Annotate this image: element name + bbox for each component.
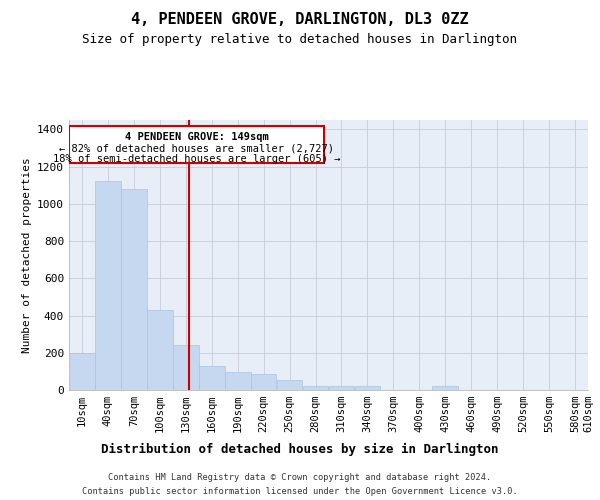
Y-axis label: Number of detached properties: Number of detached properties — [22, 157, 32, 353]
FancyBboxPatch shape — [70, 126, 324, 163]
Bar — [173, 346, 199, 390]
Text: Contains public sector information licensed under the Open Government Licence v3: Contains public sector information licen… — [82, 488, 518, 496]
Bar — [199, 366, 224, 390]
Text: 4 PENDEEN GROVE: 149sqm: 4 PENDEEN GROVE: 149sqm — [125, 132, 269, 142]
Text: Distribution of detached houses by size in Darlington: Distribution of detached houses by size … — [101, 442, 499, 456]
Bar — [251, 374, 277, 390]
Text: Size of property relative to detached houses in Darlington: Size of property relative to detached ho… — [83, 32, 517, 46]
Text: 18% of semi-detached houses are larger (605) →: 18% of semi-detached houses are larger (… — [53, 154, 341, 164]
Bar — [302, 386, 328, 390]
Bar — [147, 310, 173, 390]
Text: 4, PENDEEN GROVE, DARLINGTON, DL3 0ZZ: 4, PENDEEN GROVE, DARLINGTON, DL3 0ZZ — [131, 12, 469, 28]
Bar — [121, 189, 147, 390]
Bar — [329, 386, 355, 390]
Bar — [225, 372, 251, 390]
Bar — [69, 353, 95, 390]
Bar — [355, 386, 380, 390]
Bar — [433, 386, 458, 390]
Bar — [95, 182, 121, 390]
Bar — [277, 380, 302, 390]
Text: ← 82% of detached houses are smaller (2,727): ← 82% of detached houses are smaller (2,… — [59, 143, 334, 153]
Text: Contains HM Land Registry data © Crown copyright and database right 2024.: Contains HM Land Registry data © Crown c… — [109, 472, 491, 482]
